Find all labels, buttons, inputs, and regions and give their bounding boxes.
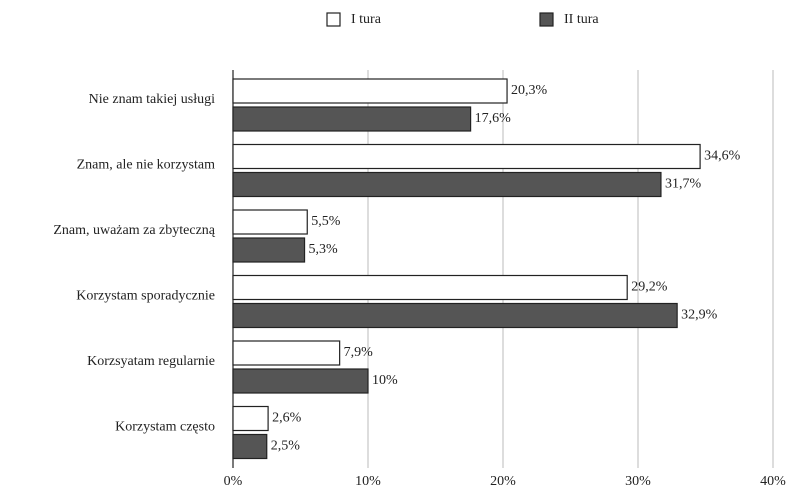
value-label: 17,6% bbox=[475, 111, 512, 126]
value-label: 7,9% bbox=[344, 345, 374, 360]
y-tick-label: Znam, ale nie korzystam bbox=[77, 157, 216, 172]
value-label: 2,5% bbox=[271, 439, 301, 454]
bar bbox=[232, 368, 369, 394]
bar bbox=[232, 405, 269, 432]
legend-label: I tura bbox=[351, 12, 382, 27]
x-tick-label: 30% bbox=[625, 474, 651, 489]
x-tick-label: 20% bbox=[490, 474, 516, 489]
bar bbox=[232, 78, 508, 104]
value-label: 10% bbox=[372, 373, 398, 388]
value-label: 2,6% bbox=[272, 411, 302, 426]
bar bbox=[232, 209, 308, 235]
x-tick-label: 10% bbox=[355, 474, 381, 489]
value-label: 32,9% bbox=[681, 308, 718, 323]
value-label: 5,3% bbox=[309, 242, 339, 257]
bar bbox=[232, 237, 306, 263]
value-label: 5,5% bbox=[311, 214, 341, 229]
legend-swatch bbox=[326, 12, 341, 27]
value-label: 34,6% bbox=[704, 149, 741, 164]
value-label: 29,2% bbox=[631, 280, 668, 295]
x-tick-label: 40% bbox=[760, 474, 786, 489]
bar bbox=[232, 340, 341, 366]
y-tick-label: Nie znam takiej usługi bbox=[89, 92, 215, 107]
y-tick-label: Korzystam często bbox=[115, 419, 215, 434]
bar bbox=[232, 106, 472, 132]
bar bbox=[232, 302, 678, 329]
y-tick-label: Znam, uważam za zbyteczną bbox=[53, 223, 215, 238]
bar bbox=[232, 171, 662, 198]
value-label: 20,3% bbox=[511, 83, 548, 98]
bar bbox=[232, 433, 268, 460]
bar bbox=[232, 274, 628, 301]
y-tick-label: Korzsyatam regularnie bbox=[87, 354, 215, 369]
value-label: 31,7% bbox=[665, 177, 702, 192]
bar bbox=[232, 143, 701, 170]
x-tick-label: 0% bbox=[224, 474, 243, 489]
legend-swatch bbox=[539, 12, 554, 27]
legend-label: II tura bbox=[564, 12, 599, 27]
y-tick-label: Korzystam sporadycznie bbox=[76, 288, 215, 303]
